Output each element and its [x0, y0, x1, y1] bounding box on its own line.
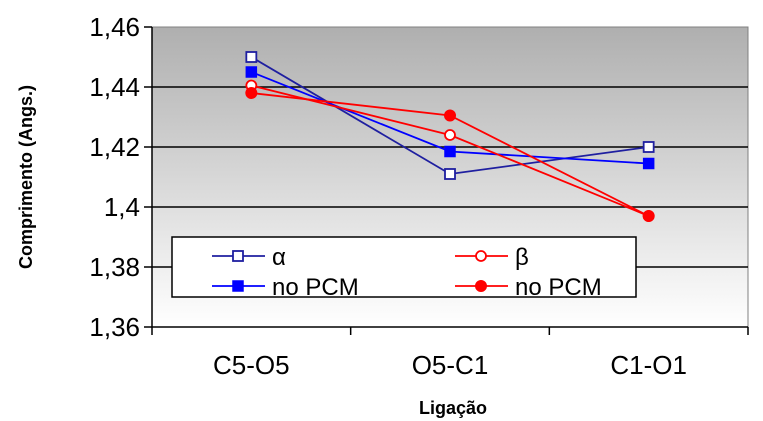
x-axis-title: Ligação — [419, 398, 487, 418]
y-tick-labels: 1,36 1,38 1,4 1,42 1,44 1,46 — [89, 12, 140, 342]
data-point — [444, 129, 456, 141]
legend-marker-open-circle-icon — [475, 250, 487, 262]
legend-label-beta: β — [515, 244, 529, 271]
legend-item-alpha-pcm: no PCM — [212, 274, 359, 301]
x-tick-label: C1-O1 — [610, 350, 687, 380]
y-tick-label: 1,44 — [89, 72, 140, 102]
legend-item-alpha: α — [212, 244, 286, 271]
legend-marker-filled-square-icon — [232, 280, 244, 292]
series-group — [245, 51, 655, 222]
y-tick-label: 1,38 — [89, 252, 140, 282]
data-point — [444, 109, 456, 122]
legend-box — [171, 236, 637, 298]
data-point — [642, 141, 655, 153]
data-point — [444, 168, 456, 180]
data-point — [245, 66, 258, 78]
x-tick-label: O5-C1 — [412, 350, 489, 380]
y-tick-label: 1,42 — [89, 132, 140, 162]
series-1 — [245, 66, 655, 170]
legend-label-alpha: α — [272, 244, 286, 271]
series-3 — [245, 87, 655, 222]
y-tick-label: 1,36 — [89, 312, 140, 342]
legend-label-alpha-pcm: no PCM — [272, 274, 359, 301]
legend: α no PCM β no PCM — [171, 236, 637, 301]
data-point — [444, 145, 456, 158]
legend-item-beta-pcm: no PCM — [455, 274, 602, 301]
legend-item-beta: β — [455, 244, 529, 271]
y-tick-label: 1,46 — [89, 12, 140, 42]
x-tick-labels: C5-O5 O5-C1 C1-O1 — [213, 350, 687, 380]
legend-marker-filled-circle-icon — [475, 280, 487, 292]
data-point — [245, 51, 258, 63]
legend-label-beta-pcm: no PCM — [515, 274, 602, 301]
y-axis-title: Comprimento (Angs.) — [16, 85, 36, 269]
data-point — [245, 87, 258, 99]
axes — [144, 26, 749, 335]
y-tick-label: 1,4 — [104, 192, 140, 222]
x-tick-label: C5-O5 — [213, 350, 290, 380]
data-point — [642, 157, 655, 170]
series-0 — [245, 51, 655, 180]
legend-marker-open-square-icon — [232, 250, 244, 262]
data-point — [642, 210, 655, 222]
